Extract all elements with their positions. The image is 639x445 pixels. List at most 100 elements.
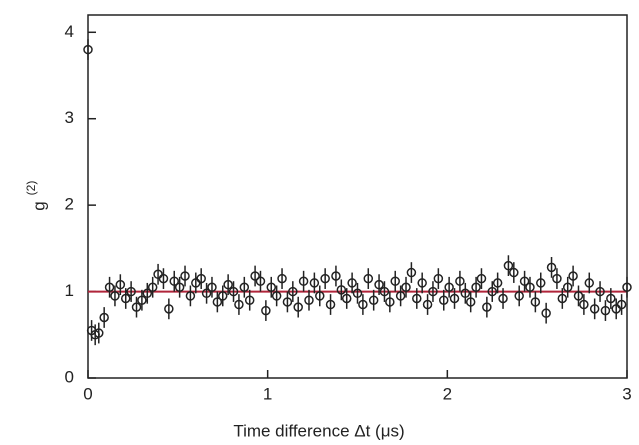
- data-point: [207, 282, 217, 292]
- data-point: [530, 297, 541, 307]
- data-point: [83, 44, 93, 55]
- data-point: [169, 276, 179, 286]
- data-point: [622, 282, 632, 292]
- data-point: [374, 279, 384, 290]
- data-point: [514, 291, 524, 301]
- y-tick-label: 1: [65, 281, 74, 300]
- data-point: [358, 299, 368, 310]
- data-point: [234, 299, 244, 310]
- data-point: [589, 304, 600, 314]
- data-point: [552, 273, 562, 284]
- x-tick-label: 2: [443, 384, 452, 403]
- data-point: [503, 260, 514, 271]
- data-point: [428, 286, 438, 297]
- data-point: [546, 262, 557, 273]
- data-point: [282, 297, 293, 307]
- y-axis-label: g: [29, 201, 48, 210]
- plot-frame: [87, 14, 628, 379]
- y-tick-label: 4: [65, 22, 74, 41]
- data-point: [223, 279, 233, 290]
- data-point: [579, 299, 589, 310]
- data-point: [568, 271, 578, 281]
- y-axis-label-superscript: (2): [24, 181, 38, 196]
- data-point: [266, 282, 277, 292]
- data-point: [137, 295, 147, 305]
- data-point: [600, 305, 611, 316]
- data-point: [239, 282, 250, 292]
- data-point: [438, 295, 449, 305]
- data-point: [115, 279, 126, 290]
- data-point: [449, 293, 460, 304]
- data-point: [595, 286, 605, 297]
- data-point: [341, 293, 352, 304]
- data-point: [519, 276, 530, 286]
- data-point: [271, 291, 282, 301]
- data-point: [557, 293, 568, 304]
- data-point: [196, 273, 206, 284]
- data-point: [352, 288, 363, 299]
- data-point: [406, 267, 417, 278]
- data-point: [120, 293, 131, 304]
- data-point: [94, 328, 104, 338]
- data-point: [126, 286, 136, 297]
- data-point: [390, 276, 400, 286]
- x-tick-label: 3: [622, 384, 631, 403]
- data-point: [228, 286, 239, 297]
- data-point: [104, 282, 115, 292]
- data-point: [261, 305, 271, 316]
- data-point: [110, 291, 120, 301]
- data-point: [325, 299, 336, 310]
- data-point: [573, 291, 584, 301]
- data-point: [244, 295, 255, 305]
- data-point: [616, 299, 627, 310]
- data-point: [584, 278, 595, 288]
- y-tick-label: 3: [65, 108, 74, 127]
- data-point: [298, 276, 309, 286]
- x-tick-label: 0: [83, 384, 92, 403]
- data-point: [174, 282, 185, 292]
- data-point: [164, 304, 174, 314]
- data-point: [509, 267, 519, 278]
- data-point: [142, 288, 153, 299]
- data-point: [277, 273, 287, 284]
- data-point: [433, 273, 444, 284]
- data-point: [401, 282, 411, 292]
- data-point: [498, 293, 508, 304]
- data-point: [99, 312, 109, 323]
- data-point: [606, 293, 616, 304]
- data-point: [368, 295, 379, 305]
- data-point: [562, 282, 573, 292]
- data-point: [379, 286, 390, 297]
- data-point: [180, 271, 190, 281]
- data-point: [218, 291, 228, 301]
- data-point: [422, 299, 433, 310]
- data-point: [465, 297, 476, 307]
- data-point: [212, 297, 223, 307]
- data-point: [471, 282, 481, 292]
- data-point: [536, 278, 546, 288]
- y-tick-label: 0: [65, 367, 74, 386]
- data-point: [250, 271, 260, 281]
- data-point: [417, 278, 427, 288]
- data-point: [185, 291, 196, 301]
- data-point: [347, 278, 357, 288]
- data-point: [315, 291, 325, 301]
- data-point: [412, 293, 422, 304]
- data-point: [320, 273, 330, 284]
- data-point: [336, 285, 347, 295]
- data-point: [288, 286, 298, 297]
- data-point: [395, 291, 406, 301]
- data-point: [363, 273, 374, 284]
- data-point: [487, 286, 497, 297]
- data-point: [147, 282, 158, 292]
- y-axis-label-group: g (2): [24, 181, 48, 211]
- data-point: [476, 273, 487, 284]
- data-point: [255, 276, 266, 286]
- data-point: [131, 302, 142, 312]
- data-point: [293, 302, 303, 312]
- data-point: [331, 271, 341, 281]
- data-point: [455, 276, 465, 286]
- y-tick-label: 2: [65, 195, 74, 214]
- data-point: [158, 273, 169, 284]
